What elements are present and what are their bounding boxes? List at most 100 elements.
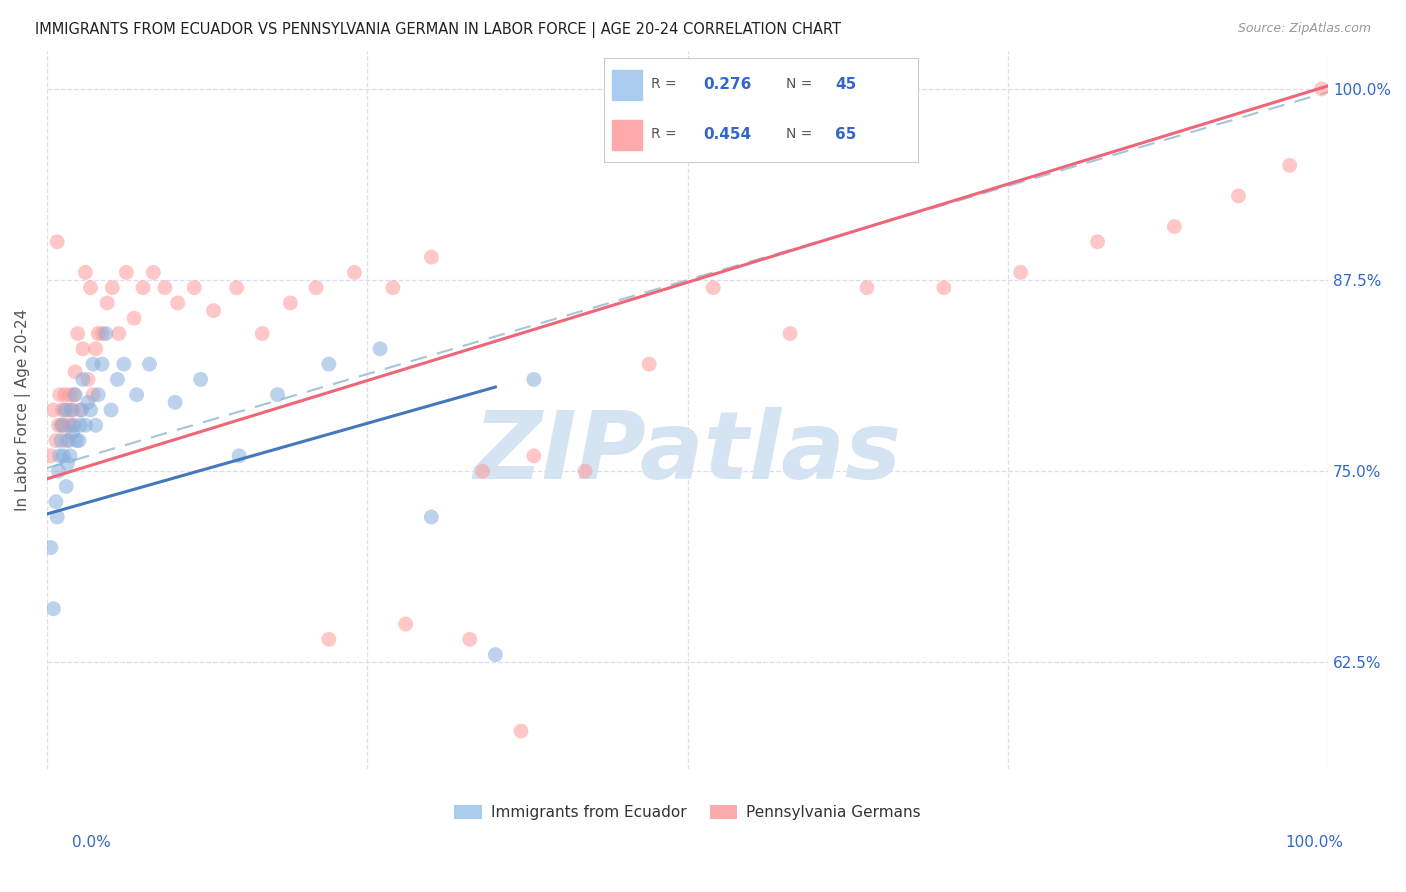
Text: IMMIGRANTS FROM ECUADOR VS PENNSYLVANIA GERMAN IN LABOR FORCE | AGE 20-24 CORREL: IMMIGRANTS FROM ECUADOR VS PENNSYLVANIA … [35, 22, 841, 38]
Point [46, 235, 69, 249]
Point [87, 387, 110, 401]
Point [305, 281, 328, 295]
Point [1010, 265, 1032, 279]
Point [523, 372, 546, 386]
Point [79, 281, 101, 295]
Point [107, 326, 129, 341]
Point [72, 342, 94, 356]
Point [53, 403, 76, 417]
Point [101, 281, 124, 295]
Point [107, 372, 129, 386]
Point [122, 311, 145, 326]
Point [58, 434, 80, 448]
Point [55, 479, 77, 493]
Point [45, 494, 67, 508]
Point [59, 449, 82, 463]
Point [574, 464, 596, 478]
Point [96, 296, 118, 310]
Point [343, 265, 366, 279]
Point [49, 387, 72, 401]
Point [56, 403, 79, 417]
Point [1227, 189, 1250, 203]
Point [62, 425, 84, 440]
Point [65, 434, 87, 448]
Point [42, 601, 65, 615]
Point [510, 724, 533, 739]
Point [84, 418, 107, 433]
Point [45, 434, 67, 448]
Point [46, 510, 69, 524]
Point [60, 418, 83, 433]
Point [63, 387, 86, 401]
Point [63, 418, 86, 433]
Point [100, 403, 122, 417]
Point [55, 434, 77, 448]
Text: ZIPatlas: ZIPatlas [474, 407, 901, 500]
Point [79, 403, 101, 417]
Point [932, 281, 955, 295]
Point [63, 387, 86, 401]
Point [395, 617, 418, 632]
Point [66, 326, 89, 341]
Point [69, 418, 91, 433]
Point [280, 296, 302, 310]
Point [60, 403, 83, 417]
Point [779, 326, 801, 341]
Text: 100.0%: 100.0% [1285, 836, 1344, 850]
Point [638, 357, 661, 371]
Point [702, 281, 724, 295]
Y-axis label: In Labor Force | Age 20-24: In Labor Force | Age 20-24 [15, 309, 31, 511]
Legend: Immigrants from Ecuador, Pennsylvania Germans: Immigrants from Ecuador, Pennsylvania Ge… [449, 798, 927, 826]
Text: Source: ZipAtlas.com: Source: ZipAtlas.com [1237, 22, 1371, 36]
Point [56, 457, 79, 471]
Point [82, 357, 104, 371]
Point [420, 250, 443, 264]
Point [48, 418, 70, 433]
Point [1278, 158, 1301, 172]
Point [381, 281, 404, 295]
Point [70, 403, 93, 417]
Point [49, 434, 72, 448]
Point [49, 449, 72, 463]
Point [142, 265, 165, 279]
Point [42, 403, 65, 417]
Point [69, 403, 91, 417]
Point [72, 372, 94, 386]
Point [59, 387, 82, 401]
Point [125, 387, 148, 401]
Point [458, 632, 481, 647]
Point [471, 464, 494, 478]
Point [166, 296, 188, 310]
Point [132, 281, 155, 295]
Point [1310, 82, 1333, 96]
Point [52, 418, 75, 433]
Point [49, 418, 72, 433]
Point [53, 387, 76, 401]
Point [420, 510, 443, 524]
Point [58, 418, 80, 433]
Point [523, 449, 546, 463]
Point [62, 403, 84, 417]
Point [91, 326, 114, 341]
Point [115, 265, 138, 279]
Point [91, 357, 114, 371]
Point [82, 387, 104, 401]
Point [112, 357, 135, 371]
Point [225, 281, 247, 295]
Point [84, 342, 107, 356]
Point [94, 326, 117, 341]
Point [856, 281, 879, 295]
Point [318, 357, 340, 371]
Point [39, 541, 62, 555]
Point [75, 265, 97, 279]
Point [1087, 235, 1109, 249]
Point [266, 387, 288, 401]
Point [39, 449, 62, 463]
Point [318, 632, 340, 647]
Point [48, 464, 70, 478]
Point [250, 326, 273, 341]
Point [51, 403, 73, 417]
Point [51, 418, 73, 433]
Point [67, 434, 90, 448]
Point [368, 342, 391, 356]
